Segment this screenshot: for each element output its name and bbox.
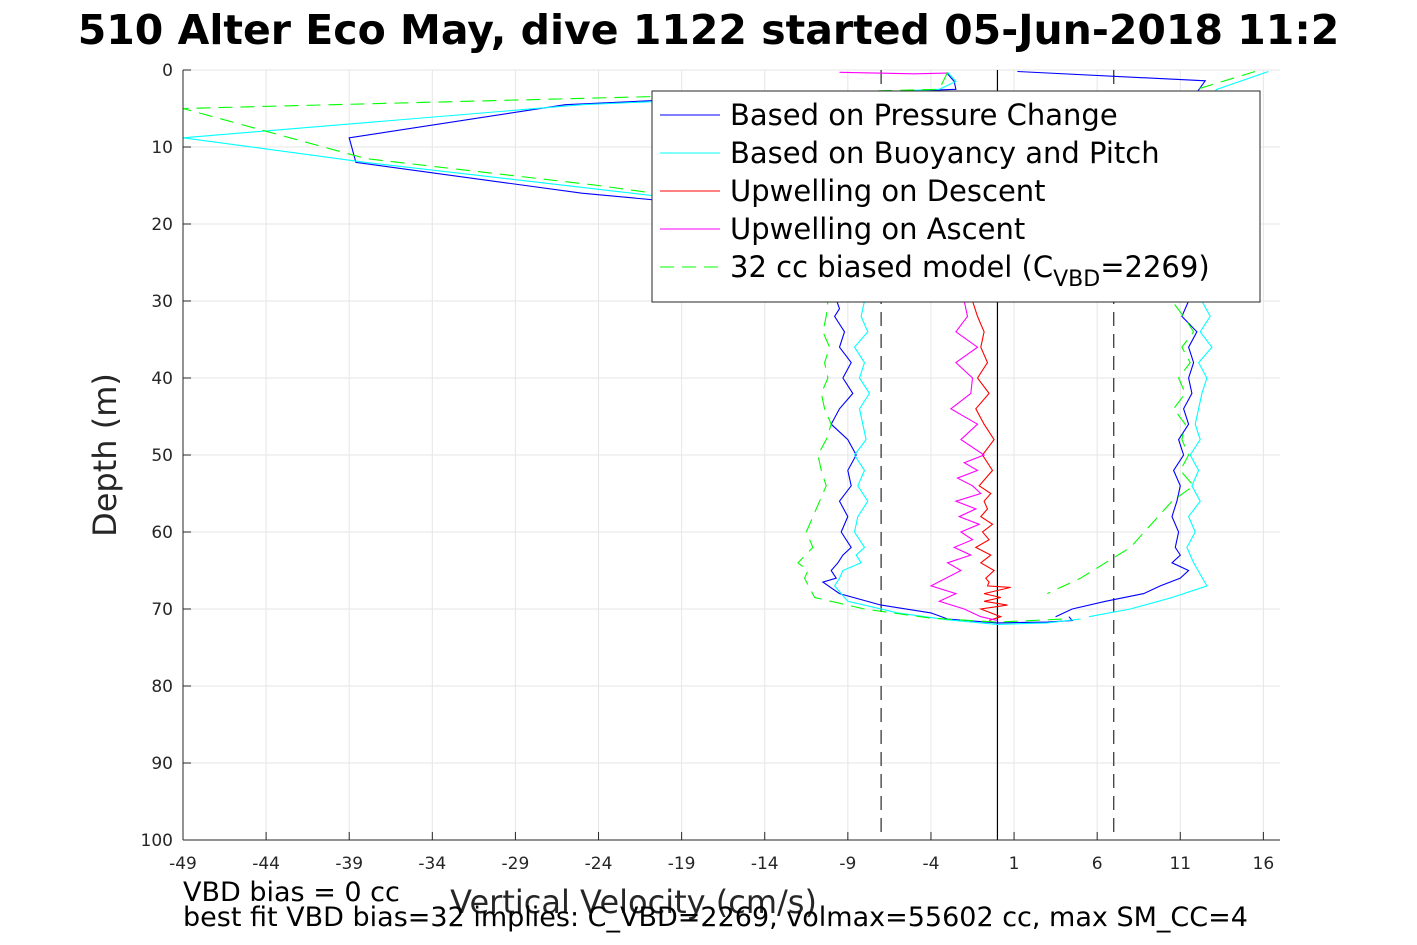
x-tick-label: -34 (418, 854, 446, 874)
legend-entry-label: Based on Buoyancy and Pitch (730, 136, 1160, 170)
x-tick-label: -44 (252, 854, 280, 874)
x-tick-label: -4 (922, 854, 939, 874)
x-tick-label: 6 (1092, 854, 1103, 874)
y-tick-label: 20 (151, 215, 173, 235)
y-tick-label: 60 (151, 523, 173, 543)
y-tick-label: 10 (151, 138, 173, 158)
footer-bias-note: VBD bias = 0 cc (183, 877, 400, 908)
y-tick-label: 30 (151, 292, 173, 312)
x-tick-label: -49 (169, 854, 197, 874)
series-line-upwelling-on-descent (971, 300, 1011, 622)
x-tick-label: 1 (1009, 854, 1020, 874)
footer-best-fit-note: best fit VBD bias=32 implies: C_VBD=2269… (183, 902, 1248, 933)
x-tick-label: -29 (502, 854, 530, 874)
y-tick-label: 70 (151, 600, 173, 620)
y-axis-label: Depth (m) (86, 373, 124, 537)
y-tick-label: 100 (141, 831, 173, 851)
x-tick-label: 11 (1169, 854, 1191, 874)
x-axis-label: Vertical Velocity (cm/s) (450, 883, 817, 921)
chart-title-text: 510 Alter Eco May, dive 1122 started 05-… (77, 6, 1340, 54)
legend-entry-label: Upwelling on Descent (730, 174, 1046, 208)
chart-title: 510 Alter Eco May, dive 1122 started 05-… (0, 6, 1417, 54)
x-tick-label: -19 (668, 854, 696, 874)
y-tick-label: 90 (151, 754, 173, 774)
series-line-upwelling-on-ascent (929, 300, 998, 622)
series-line-based-on-pressure-change (348, 73, 1074, 624)
series-line-based-on-buoyancy-and-pitch (183, 71, 1081, 625)
legend: Based on Pressure Change Based on Buoyanc… (651, 90, 1261, 303)
x-tick-label: -14 (751, 854, 779, 874)
tick-labels: -49 -44 -39 -34 -29 -24 -19 -14 -9 -4 1 6 11 16010203… (141, 61, 1275, 874)
x-tick-label: -39 (335, 854, 363, 874)
legend-entry-label: 32 cc biased model (CVBD=2269) (730, 250, 1210, 292)
y-tick-label: 0 (162, 61, 173, 81)
x-tick-label: 16 (1253, 854, 1275, 874)
y-tick-label: 80 (151, 677, 173, 697)
legend-entry-label: Based on Pressure Change (730, 98, 1118, 132)
axes (182, 69, 1280, 841)
y-tick-label: 50 (151, 446, 173, 466)
x-tick-label: -9 (839, 854, 856, 874)
legend-entry-label: Upwelling on Ascent (730, 212, 1025, 246)
series-line-upwelling-on-ascent (839, 71, 948, 75)
x-tick-label: -24 (585, 854, 613, 874)
y-tick-label: 40 (151, 369, 173, 389)
legend-box (651, 90, 1261, 303)
